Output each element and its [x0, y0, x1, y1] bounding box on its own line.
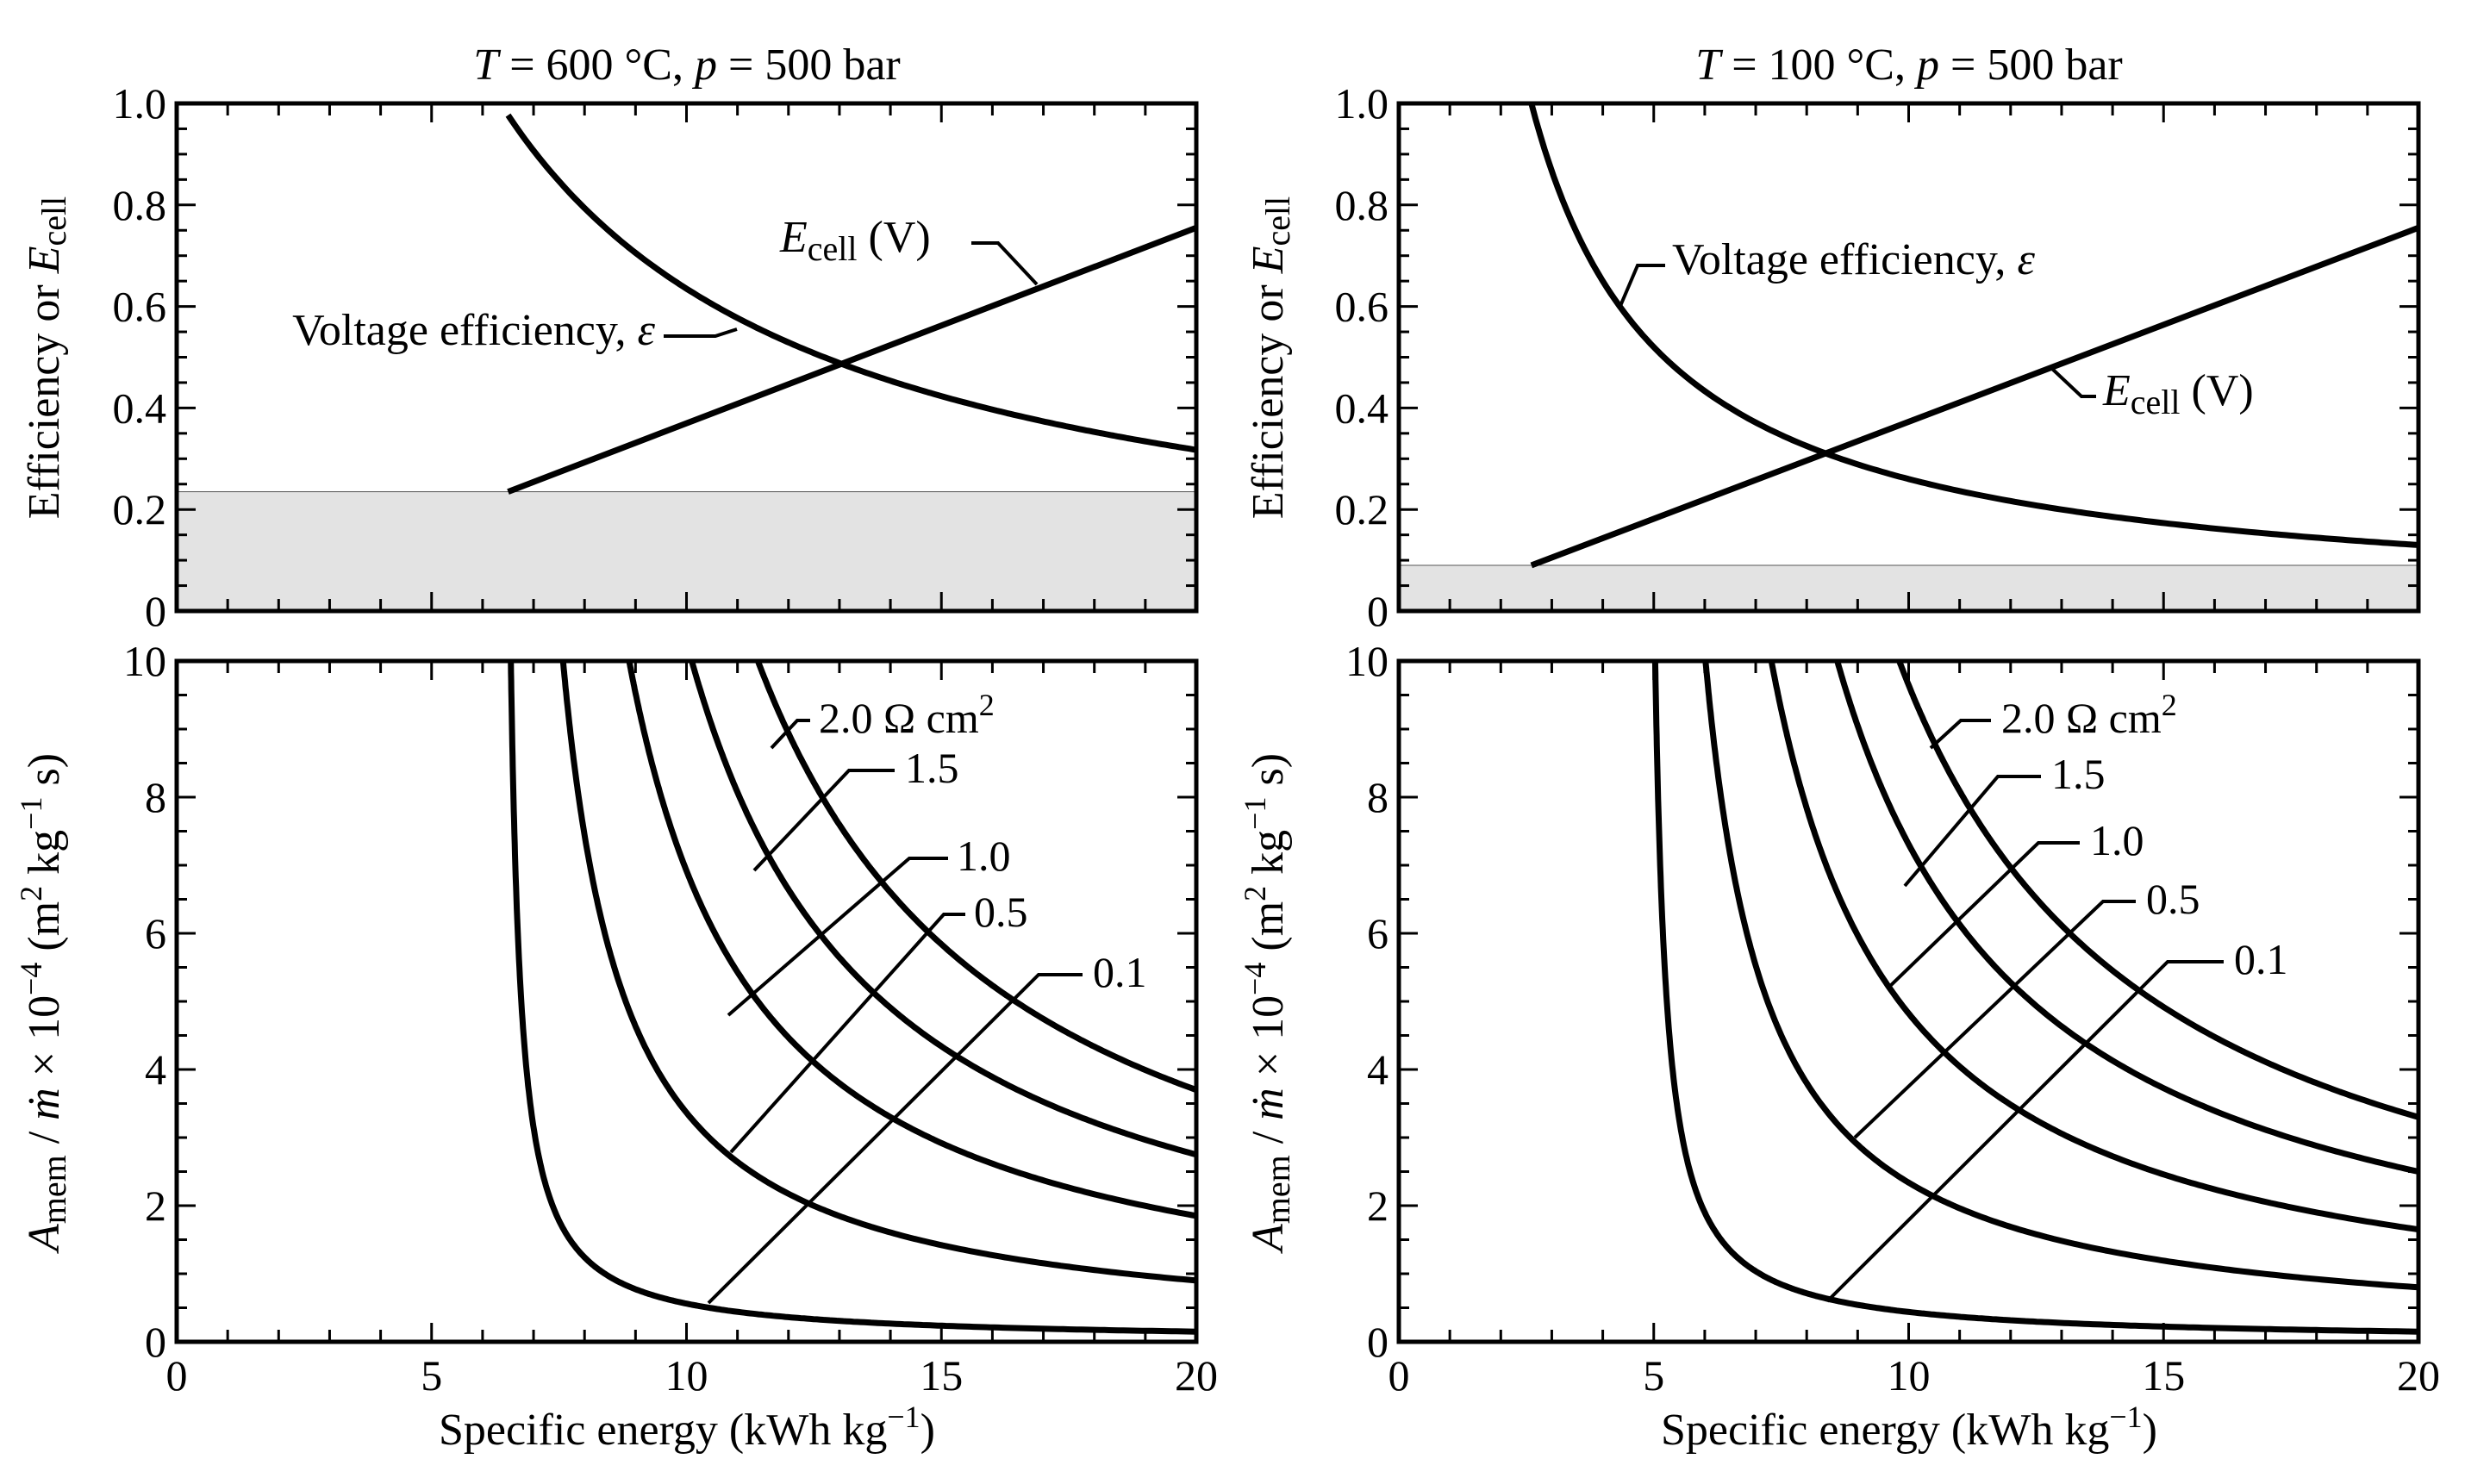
series-line-1-0 — [626, 661, 1196, 1219]
x-tick-label: 20 — [1175, 1351, 1218, 1400]
y-tick-label: 0.4 — [1335, 383, 1389, 432]
label-leader — [770, 719, 810, 750]
series-line-1-5 — [689, 661, 1196, 1158]
y-tick-label: 1.0 — [1335, 79, 1389, 128]
resistance-label: 1.5 — [2051, 750, 2106, 798]
resistance-label: 0.5 — [2146, 875, 2200, 923]
plot-frame — [174, 658, 1199, 1344]
y-tick-label: 8 — [1367, 773, 1389, 821]
x-tick-label: 15 — [920, 1351, 963, 1400]
y-tick-label: 0.2 — [113, 485, 167, 533]
x-tick-label: 15 — [2142, 1351, 2185, 1400]
label-ecell: Ecell (V) — [779, 213, 931, 268]
plot-area — [1651, 661, 2418, 1335]
y-tick-label: 2 — [1367, 1182, 1389, 1230]
right-xlabel: Specific energy (kWh kg−1) — [1661, 1400, 2157, 1455]
label-leader — [1903, 775, 2041, 888]
resistance-label: 1.5 — [905, 744, 959, 792]
label-voltage-efficiency: Voltage efficiency, ε — [292, 306, 655, 355]
shaded-band — [176, 491, 1197, 612]
y-tick-label: 0.4 — [113, 383, 167, 432]
y-tick-label: 0.8 — [113, 181, 167, 229]
plot-area — [508, 661, 1196, 1335]
resistance-label: 0.5 — [974, 888, 1028, 936]
x-tick-label: 10 — [1888, 1351, 1931, 1400]
y-tick-label: 0.6 — [113, 283, 167, 331]
series-line-1-0 — [1768, 661, 2418, 1233]
y-tick-label: 0 — [1367, 587, 1389, 635]
panel-top-left: 0 0.2 0.4 0.6 0.8 1.0 Voltage efficiency, ε Ece… — [113, 79, 1199, 635]
resistance-label: 2.0 Ω cm2 — [2001, 688, 2177, 742]
left-xlabel: Specific energy (kWh kg−1) — [439, 1400, 935, 1455]
x-tick-label: 5 — [421, 1351, 442, 1400]
label-leader — [729, 913, 965, 1154]
series-line-0-5 — [1702, 661, 2418, 1291]
top-right-ylabel: Efficiency or Ecell — [1244, 196, 1297, 519]
series-line-2-0-cm2 — [754, 661, 1196, 1093]
plot-area — [1528, 103, 2418, 569]
y-tick-label: 1.0 — [113, 79, 167, 128]
label-leader — [752, 769, 895, 872]
y-tick-label: 0.6 — [1335, 283, 1389, 331]
label-voltage-efficiency: Voltage efficiency, ε — [1672, 235, 2035, 284]
bottom-right-ylabel: Amem / ṁ × 10−4 (m2 kg−1 s) — [1238, 753, 1297, 1254]
right-column-title: T = 100 °C, p = 500 bar — [1695, 41, 2122, 90]
y-tick-label: 4 — [145, 1045, 166, 1094]
label-leader — [707, 973, 1083, 1305]
panel-top-right: 0 0.2 0.4 0.6 0.8 1.0 Voltage efficiency, ε Ece… — [1335, 79, 2421, 635]
y-tick-label: 2 — [145, 1182, 166, 1230]
panel-bottom-right: 0 2 4 6 8 10 0 5 10 15 20 2.0 Ω cm2 1.5 1.00.5 0.1 — [1345, 637, 2440, 1400]
x-tick-label: 10 — [665, 1351, 708, 1400]
resistance-label: 1.0 — [957, 832, 1011, 880]
plot-frame — [1396, 658, 2421, 1344]
series-line-1-5 — [1834, 661, 2418, 1175]
series-line-0-1 — [1651, 661, 2418, 1335]
label-leader — [727, 857, 948, 1017]
top-left-ylabel: Efficiency or Ecell — [20, 196, 73, 519]
resistance-label: 2.0 Ω cm2 — [819, 688, 995, 742]
series-line-ecell-v- — [1530, 225, 2418, 569]
y-tick-label: 10 — [123, 637, 166, 685]
x-tick-label: 20 — [2397, 1351, 2440, 1400]
y-tick-label: 6 — [1367, 909, 1389, 957]
series-line-ecell-v- — [507, 225, 1196, 495]
resistance-label: 0.1 — [2234, 935, 2288, 983]
y-tick-label: 0 — [145, 1318, 166, 1366]
y-tick-label: 4 — [1367, 1045, 1389, 1094]
plot-area — [505, 113, 1196, 495]
label-leader — [1853, 900, 2136, 1139]
resistance-label: 1.0 — [2090, 816, 2144, 864]
series-line-voltage-efficiency- — [505, 113, 1196, 453]
label-leader — [1825, 960, 2224, 1303]
series-line-voltage-efficiency- — [1528, 103, 2418, 548]
series-line-2-0-cm2 — [1895, 661, 2418, 1120]
series-line-0-1 — [508, 661, 1196, 1335]
x-tick-label: 0 — [1389, 1351, 1410, 1400]
label-leader — [664, 327, 738, 338]
label-leader — [2050, 366, 2096, 398]
y-tick-label: 8 — [145, 773, 166, 821]
left-column-title: T = 600 °C, p = 500 bar — [473, 41, 900, 90]
y-tick-label: 0.8 — [1335, 181, 1389, 229]
label-leader — [971, 241, 1039, 286]
resistance-label: 0.1 — [1093, 948, 1147, 996]
y-tick-label: 6 — [145, 909, 166, 957]
label-leader — [1929, 719, 1991, 750]
label-leader — [1886, 841, 2080, 990]
x-tick-label: 5 — [1643, 1351, 1664, 1400]
y-tick-label: 0 — [145, 587, 166, 635]
series-line-0-5 — [559, 661, 1196, 1284]
bottom-left-ylabel: Amem / ṁ × 10−4 (m2 kg−1 s) — [14, 753, 73, 1254]
label-leader — [1619, 264, 1665, 307]
label-ecell: Ecell (V) — [2102, 366, 2254, 421]
x-tick-label: 0 — [166, 1351, 188, 1400]
y-tick-label: 0.2 — [1335, 485, 1389, 533]
y-tick-label: 0 — [1367, 1318, 1389, 1366]
y-tick-label: 10 — [1345, 637, 1389, 685]
